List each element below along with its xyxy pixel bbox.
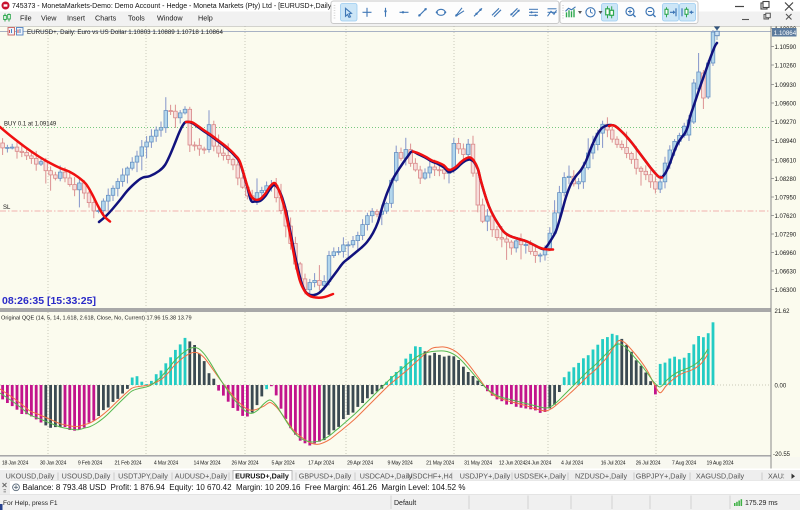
svg-text:AUDUSD+,Daily: AUDUSD+,Daily bbox=[175, 471, 228, 480]
svg-text:For Help, press F1: For Help, press F1 bbox=[3, 500, 58, 507]
svg-text:Charts: Charts bbox=[95, 14, 117, 23]
svg-text:-20.55: -20.55 bbox=[773, 452, 791, 458]
svg-text:1.10864: 1.10864 bbox=[774, 30, 797, 37]
svg-text:USDCHF+,H4: USDCHF+,H4 bbox=[407, 471, 452, 480]
svg-text:USDTJPY,Daily: USDTJPY,Daily bbox=[118, 471, 168, 480]
svg-text:17 Apr 2024: 17 Apr 2024 bbox=[308, 461, 334, 467]
svg-text:1.10590: 1.10590 bbox=[775, 45, 797, 51]
svg-text:View: View bbox=[41, 14, 57, 23]
svg-text:SL: SL bbox=[3, 205, 11, 211]
svg-text:File: File bbox=[20, 14, 32, 23]
svg-text:EURUSD+,Daily: EURUSD+,Daily bbox=[235, 471, 289, 480]
svg-text:1.07950: 1.07950 bbox=[775, 195, 797, 201]
svg-text:USDSEK+,Daily: USDSEK+,Daily bbox=[514, 471, 566, 480]
svg-text:XAGUSD,Daily: XAGUSD,Daily bbox=[696, 471, 745, 480]
svg-text:19 Aug 2024: 19 Aug 2024 bbox=[707, 461, 734, 467]
svg-text:0.00: 0.00 bbox=[775, 383, 787, 389]
svg-text:31 May 2024: 31 May 2024 bbox=[464, 461, 492, 467]
svg-text:Help: Help bbox=[198, 14, 213, 23]
svg-text:29 Apr 2024: 29 Apr 2024 bbox=[347, 461, 373, 467]
svg-text:24 Jun 2024: 24 Jun 2024 bbox=[525, 461, 552, 467]
svg-text:745373 - MonetaMarkets-Demo: D: 745373 - MonetaMarkets-Demo: Demo Accoun… bbox=[12, 3, 333, 10]
svg-text:Balance: 8 793.48 USD Profit:: Balance: 8 793.48 USD Profit: 1 876.94 E… bbox=[23, 483, 466, 492]
svg-text:1.08940: 1.08940 bbox=[775, 139, 797, 145]
svg-text:30 Jan 2024: 30 Jan 2024 bbox=[40, 461, 67, 467]
svg-text:Insert: Insert bbox=[67, 14, 85, 23]
svg-text:BUY 0.1 at 1.09149: BUY 0.1 at 1.09149 bbox=[4, 122, 57, 128]
svg-text:USDCAD+,Daily: USDCAD+,Daily bbox=[360, 471, 413, 480]
svg-text:08:26:35 [15:33:25]: 08:26:35 [15:33:25] bbox=[2, 295, 96, 307]
svg-text:14 Mar 2024: 14 Mar 2024 bbox=[194, 461, 221, 467]
svg-text:1.09600: 1.09600 bbox=[775, 101, 797, 107]
svg-text:9 Feb 2024: 9 Feb 2024 bbox=[78, 461, 103, 467]
svg-text:9 May 2024: 9 May 2024 bbox=[387, 461, 412, 467]
svg-text:26 Mar 2024: 26 Mar 2024 bbox=[232, 461, 259, 467]
svg-text:Default: Default bbox=[394, 500, 416, 507]
svg-text:USOUSD,Daily: USOUSD,Daily bbox=[62, 471, 111, 480]
svg-text:Tools: Tools bbox=[128, 14, 145, 23]
svg-text:21 Feb 2024: 21 Feb 2024 bbox=[115, 461, 142, 467]
svg-text:26 Jul 2024: 26 Jul 2024 bbox=[636, 461, 661, 467]
svg-text:21 May 2024: 21 May 2024 bbox=[426, 461, 454, 467]
svg-text:EURUSD+, Daily: Euro vs US Do: EURUSD+, Daily: Euro vs US Dollar 1.1080… bbox=[27, 29, 223, 36]
svg-text:UKOUSD,Daily: UKOUSD,Daily bbox=[6, 471, 55, 480]
svg-text:1.06300: 1.06300 bbox=[775, 288, 797, 294]
svg-text:1.10260: 1.10260 bbox=[775, 63, 797, 69]
svg-text:GBPUSD+,Daily: GBPUSD+,Daily bbox=[299, 471, 352, 480]
svg-text:1.08280: 1.08280 bbox=[775, 177, 797, 183]
svg-text:1.08610: 1.08610 bbox=[775, 158, 797, 164]
svg-text:4 Mar 2024: 4 Mar 2024 bbox=[154, 461, 179, 467]
svg-text:7 Aug 2024: 7 Aug 2024 bbox=[672, 461, 697, 467]
svg-text:USDJPY+,Daily: USDJPY+,Daily bbox=[460, 471, 511, 480]
svg-text:16 Jul 2024: 16 Jul 2024 bbox=[601, 461, 626, 467]
svg-text:1.07290: 1.07290 bbox=[775, 232, 797, 238]
svg-text:NZDUSD+,Daily: NZDUSD+,Daily bbox=[575, 471, 628, 480]
svg-text:Original QQE (14, 5, 14, 1.618: Original QQE (14, 5, 14, 1.618, 2.618, C… bbox=[1, 316, 192, 322]
svg-text:1.07620: 1.07620 bbox=[775, 214, 797, 220]
svg-text:1.06630: 1.06630 bbox=[775, 269, 797, 275]
svg-text:4 Jul 2024: 4 Jul 2024 bbox=[561, 461, 583, 467]
svg-text:1.06960: 1.06960 bbox=[775, 251, 797, 257]
svg-text:5 Apr 2024: 5 Apr 2024 bbox=[271, 461, 294, 467]
svg-text:1.09270: 1.09270 bbox=[775, 120, 797, 126]
svg-text:1.09930: 1.09930 bbox=[775, 83, 797, 89]
svg-text:175.29 ms: 175.29 ms bbox=[745, 500, 778, 507]
svg-text:12 Jun 2024: 12 Jun 2024 bbox=[499, 461, 526, 467]
svg-text:GBPJPY+,Daily: GBPJPY+,Daily bbox=[636, 471, 687, 480]
svg-text:21.62: 21.62 bbox=[775, 309, 791, 315]
svg-text:18 Jan 2024: 18 Jan 2024 bbox=[2, 461, 29, 467]
svg-text:Window: Window bbox=[157, 14, 183, 23]
svg-text:XAU: XAU bbox=[768, 471, 783, 480]
